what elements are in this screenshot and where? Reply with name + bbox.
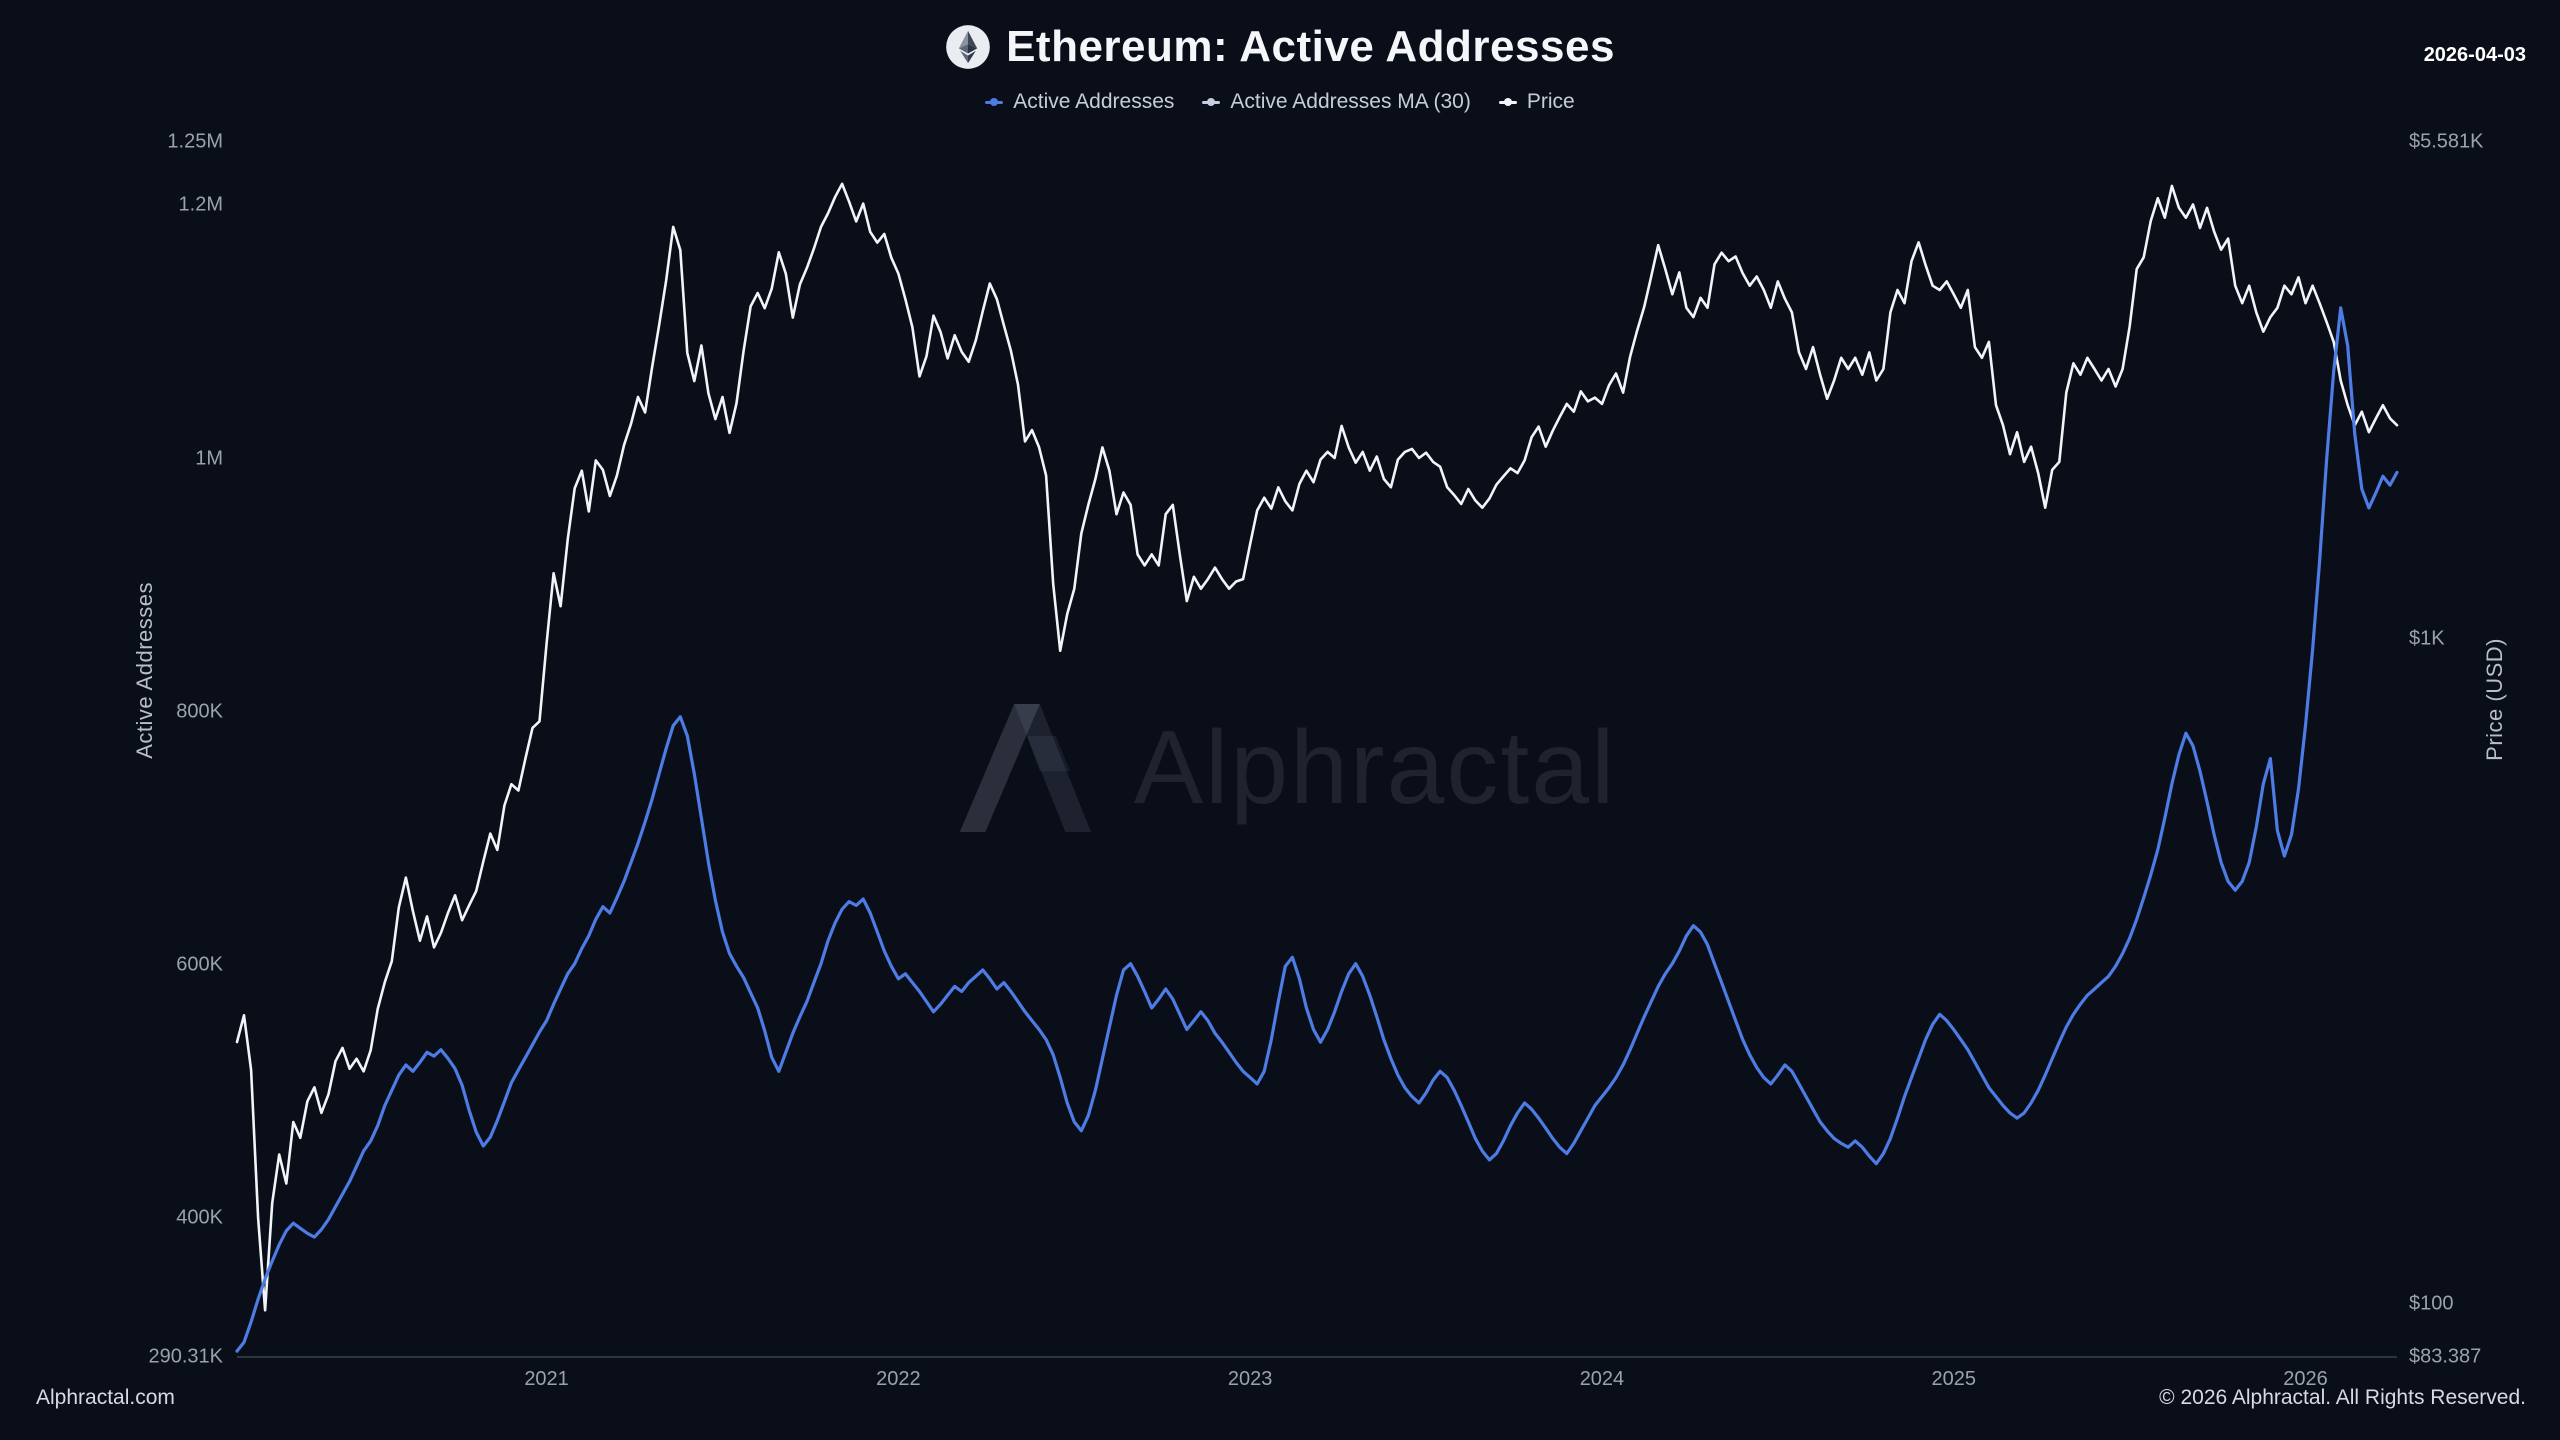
footer-copyright: © 2026 Alphractal. All Rights Reserved. bbox=[2159, 1386, 2526, 1409]
title-row: Ethereum: Active Addresses bbox=[945, 22, 1615, 72]
footer-site-link[interactable]: Alphractal.com bbox=[36, 1386, 175, 1409]
left-axis-title: Active Addresses bbox=[132, 582, 157, 759]
legend-item-price[interactable]: Price bbox=[1498, 90, 1575, 114]
legend-item-active-addresses[interactable]: Active Addresses bbox=[985, 90, 1174, 114]
left-axis-tick: 1M bbox=[195, 447, 223, 469]
chart-header: Ethereum: Active Addresses Active Addres… bbox=[0, 22, 2560, 114]
x-axis-tick: 2024 bbox=[1579, 1368, 1625, 1390]
ethereum-icon bbox=[946, 25, 990, 69]
right-axis-title: Price (USD) bbox=[2482, 638, 2507, 761]
x-axis-tick: 2026 bbox=[2283, 1368, 2328, 1390]
series-line-active-addresses bbox=[235, 306, 2399, 1353]
x-axis-tick: 2021 bbox=[524, 1368, 569, 1390]
x-axis-tick: 2023 bbox=[1227, 1368, 1273, 1390]
left-axis-tick: 290.31K bbox=[148, 1345, 223, 1368]
x-axis-tick: 2022 bbox=[876, 1368, 921, 1390]
chart-legend: Active Addresses Active Addresses MA (30)… bbox=[985, 90, 1575, 114]
right-axis-tick: $1K bbox=[2409, 627, 2445, 650]
right-axis-tick: $100 bbox=[2409, 1292, 2454, 1315]
legend-item-active-addresses-ma-30[interactable]: Active Addresses MA (30) bbox=[1202, 90, 1471, 114]
left-axis-tick: 600K bbox=[176, 953, 223, 976]
x-axis-tick: 2025 bbox=[1931, 1368, 1976, 1390]
right-axis-tick: $5.581K bbox=[2409, 130, 2484, 153]
left-axis-tick: 1.2M bbox=[178, 193, 223, 216]
legend-item-label: Price bbox=[1526, 90, 1575, 113]
left-axis-tick: 1.25M bbox=[167, 130, 223, 153]
series-line-price bbox=[235, 182, 2399, 1312]
legend-item-label: Active Addresses bbox=[1013, 90, 1175, 113]
left-axis-tick: 400K bbox=[176, 1206, 223, 1229]
page-title: Ethereum: Active Addresses bbox=[1006, 22, 1615, 71]
legend-item-label: Active Addresses MA (30) bbox=[1230, 90, 1471, 113]
left-axis-tick: 800K bbox=[176, 700, 223, 723]
chart-date: 2026-04-03 bbox=[2423, 44, 2526, 66]
legend-marker bbox=[1498, 100, 1517, 104]
legend-marker bbox=[985, 100, 1004, 104]
legend-marker bbox=[1202, 100, 1221, 104]
right-axis-tick: $83.387 bbox=[2409, 1345, 2482, 1368]
